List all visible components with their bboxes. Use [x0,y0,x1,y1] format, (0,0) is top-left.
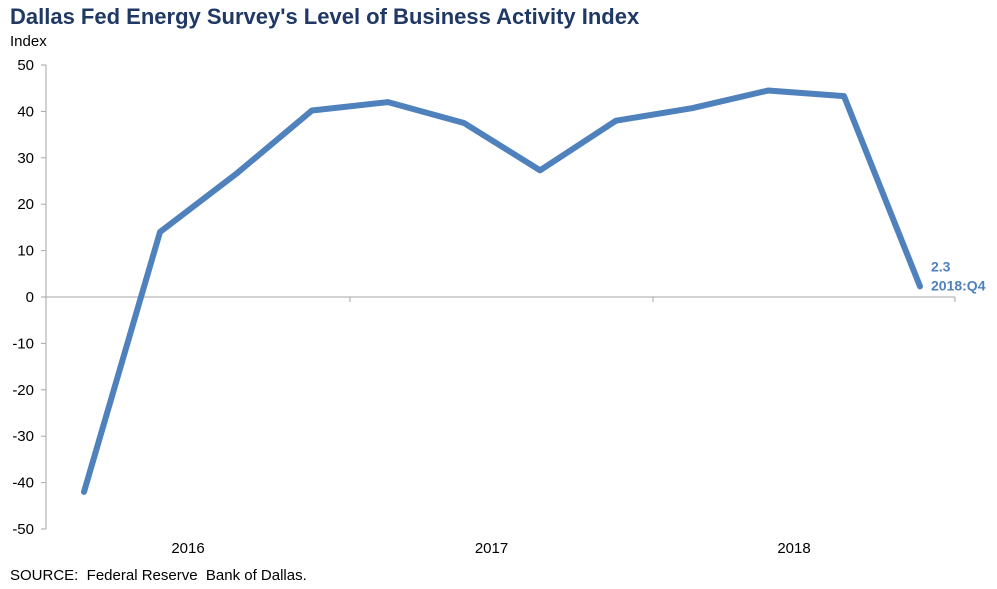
annotation-period: 2018:Q4 [931,277,986,293]
y-tick-label: -40 [12,475,34,492]
y-tick-label: 20 [17,196,34,213]
y-tick-label: -50 [12,521,34,538]
chart-title: Dallas Fed Energy Survey's Level of Busi… [10,4,640,29]
source-note: SOURCE: Federal Reserve Bank of Dallas. [10,567,307,584]
series-group [81,87,923,495]
y-tick-label: 30 [17,150,34,167]
x-tick-label: 2018 [777,540,810,557]
axes [45,65,955,529]
annotation-value: 2.3 [931,258,951,274]
y-tick-label: 10 [17,243,34,260]
series-line [81,87,923,495]
y-tick-label: -30 [12,428,34,445]
y-axis-ticks: 50 40 30 20 10 0 -10 -20 -30 -40 -50 [12,57,46,538]
y-tick-label: 0 [26,289,34,306]
y-tick-label: 50 [17,57,34,74]
x-tick-label: 2016 [171,540,204,557]
y-tick-label: -10 [12,335,34,352]
y-tick-label: 40 [17,103,34,120]
y-axis-label: Index [10,33,47,50]
x-tick-label: 2017 [475,540,508,557]
x-axis-ticks: 2016 2017 2018 [45,297,956,557]
y-tick-label: -20 [12,382,34,399]
